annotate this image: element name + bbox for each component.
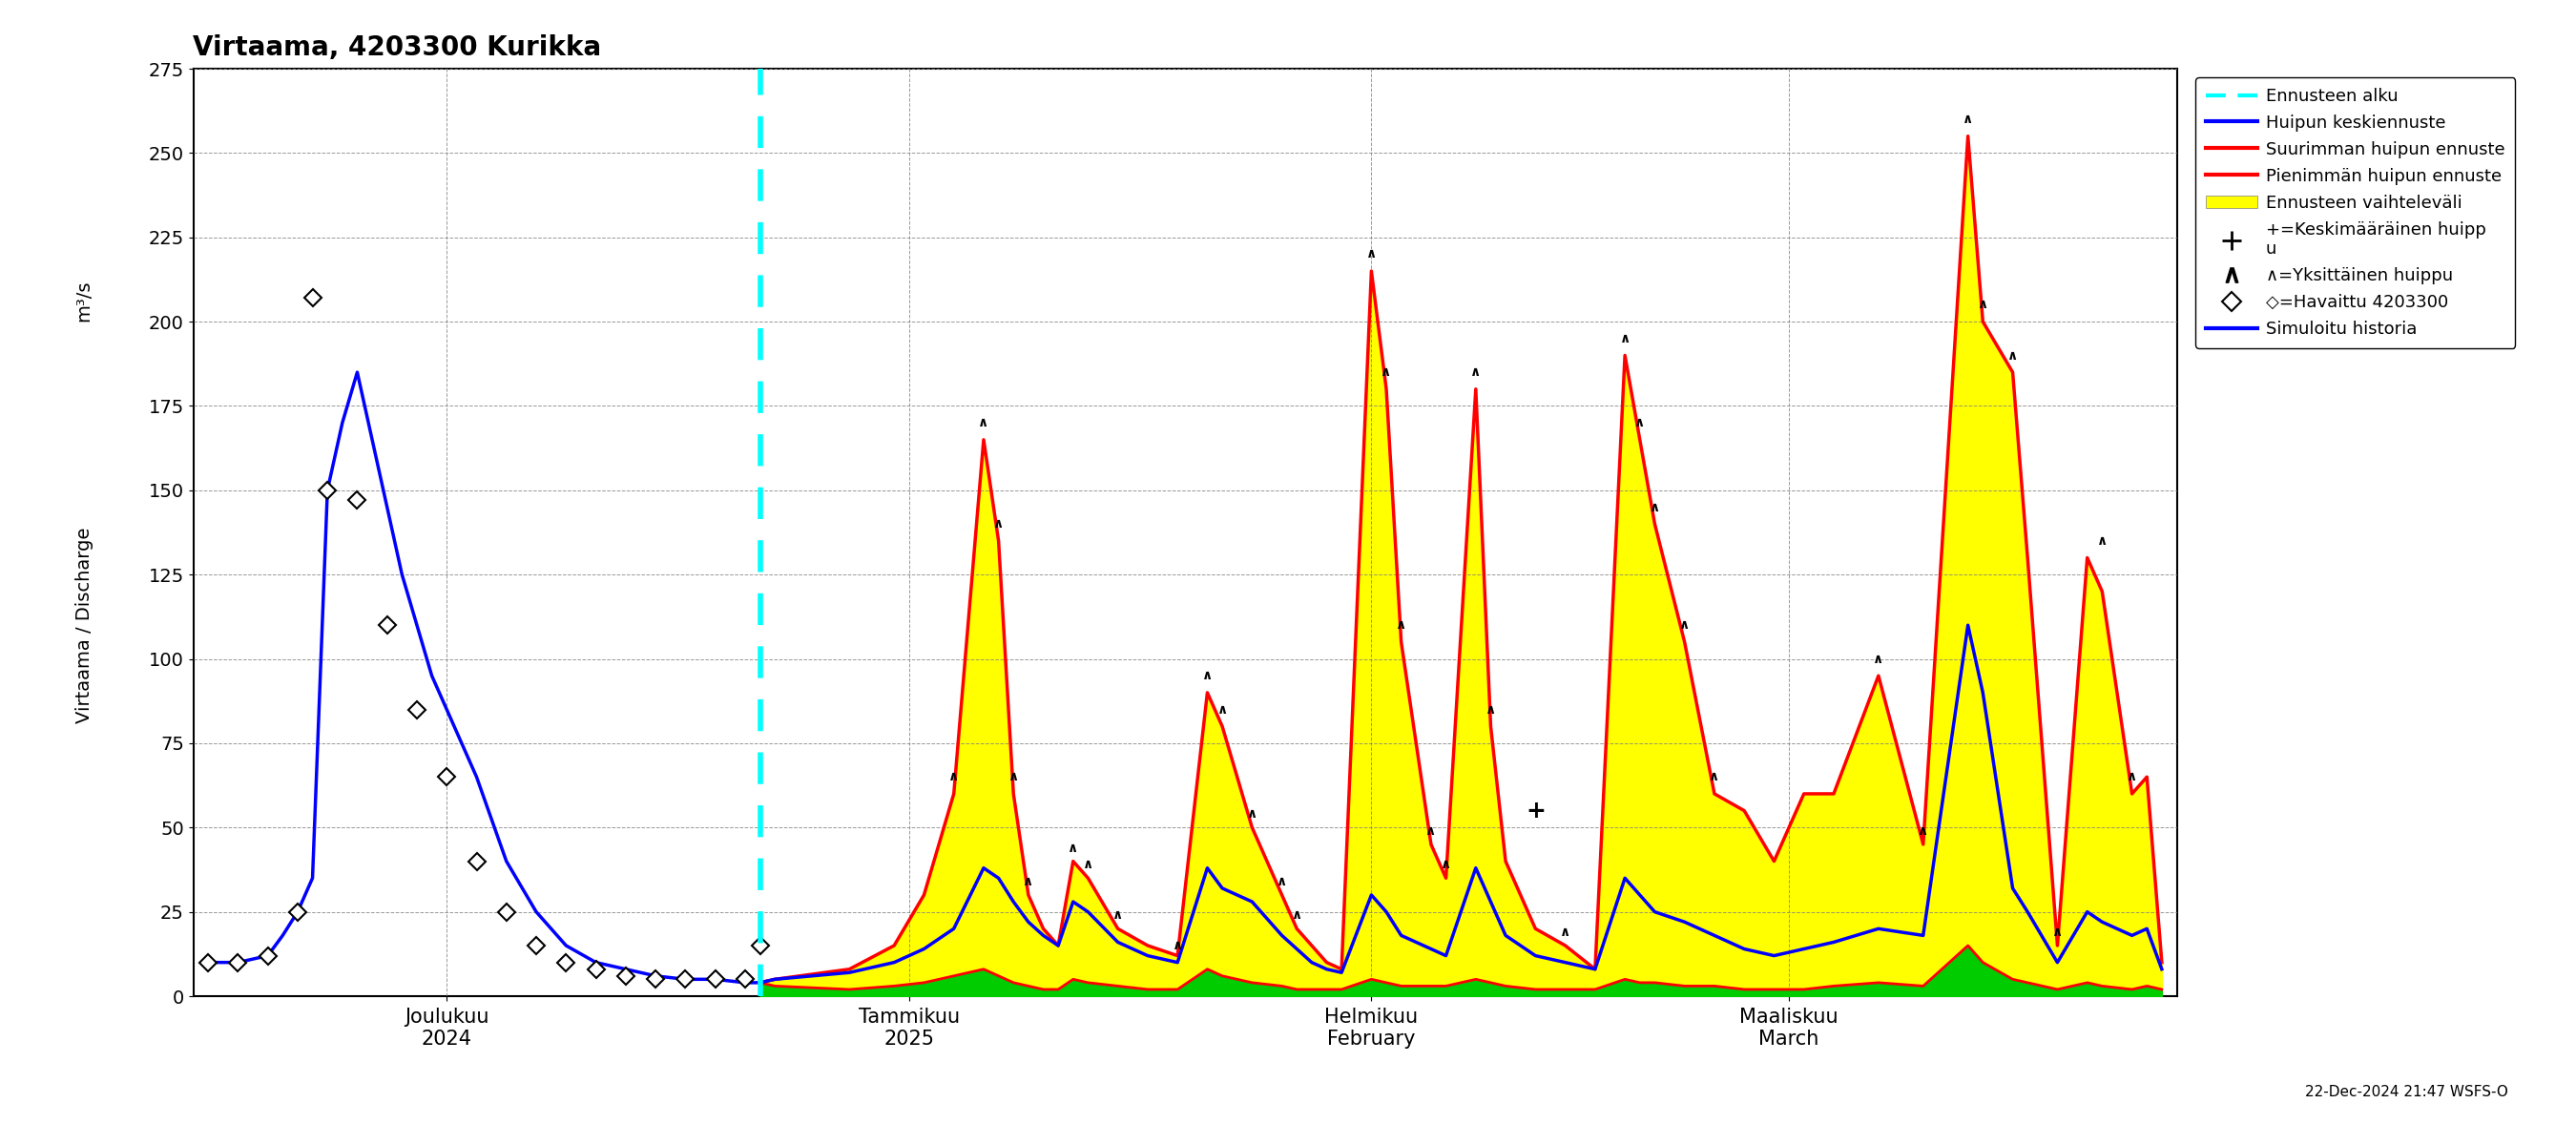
Text: ∧: ∧ bbox=[1440, 858, 1450, 871]
Text: ∧: ∧ bbox=[1425, 824, 1437, 838]
Text: ∧: ∧ bbox=[1649, 500, 1659, 514]
Text: ∧: ∧ bbox=[1978, 298, 1989, 311]
Text: ∧: ∧ bbox=[948, 771, 958, 783]
Text: ∧: ∧ bbox=[2097, 535, 2107, 547]
Text: ∧: ∧ bbox=[1633, 416, 1646, 429]
Text: ∧: ∧ bbox=[1007, 771, 1020, 783]
Text: ∧: ∧ bbox=[1471, 365, 1481, 379]
Text: ∧: ∧ bbox=[1278, 875, 1288, 889]
Text: ∧: ∧ bbox=[1203, 669, 1213, 682]
Text: ∧: ∧ bbox=[1963, 112, 1973, 126]
Text: ∧: ∧ bbox=[1291, 909, 1303, 922]
Text: ∧: ∧ bbox=[2007, 349, 2017, 362]
Text: ∧: ∧ bbox=[1023, 875, 1033, 889]
Text: ∧: ∧ bbox=[1113, 909, 1123, 922]
Text: ∧: ∧ bbox=[1680, 618, 1690, 632]
Text: m³/s: m³/s bbox=[75, 279, 93, 322]
Text: 22-Dec-2024 21:47 WSFS-O: 22-Dec-2024 21:47 WSFS-O bbox=[2306, 1085, 2509, 1099]
Text: ∧: ∧ bbox=[1172, 939, 1182, 953]
Text: ∧: ∧ bbox=[1917, 824, 1929, 838]
Text: ∧: ∧ bbox=[1082, 858, 1092, 871]
Text: ∧: ∧ bbox=[1066, 842, 1079, 854]
Text: ∧: ∧ bbox=[1486, 703, 1497, 717]
Text: ∧: ∧ bbox=[1365, 247, 1376, 261]
Text: ∧: ∧ bbox=[2053, 925, 2063, 939]
Text: ∧: ∧ bbox=[1247, 807, 1257, 821]
Text: ∧: ∧ bbox=[979, 416, 989, 429]
Text: +: + bbox=[1525, 799, 1546, 822]
Text: ∧: ∧ bbox=[994, 518, 1005, 531]
Text: ∧: ∧ bbox=[1620, 332, 1631, 346]
Text: ∧: ∧ bbox=[1873, 653, 1883, 665]
Text: ∧: ∧ bbox=[1381, 365, 1391, 379]
Legend: Ennusteen alku, Huipun keskiennuste, Suurimman huipun ennuste, Pienimmän huipun : Ennusteen alku, Huipun keskiennuste, Suu… bbox=[2195, 78, 2514, 348]
Text: ∧: ∧ bbox=[1396, 618, 1406, 632]
Text: ∧: ∧ bbox=[1708, 771, 1721, 783]
Text: ∧: ∧ bbox=[2128, 771, 2138, 783]
Text: Virtaama, 4203300 Kurikka: Virtaama, 4203300 Kurikka bbox=[193, 34, 603, 61]
Text: Virtaama / Discharge: Virtaama / Discharge bbox=[75, 527, 93, 724]
Text: ∧: ∧ bbox=[1561, 925, 1571, 939]
Text: ∧: ∧ bbox=[1216, 703, 1229, 717]
